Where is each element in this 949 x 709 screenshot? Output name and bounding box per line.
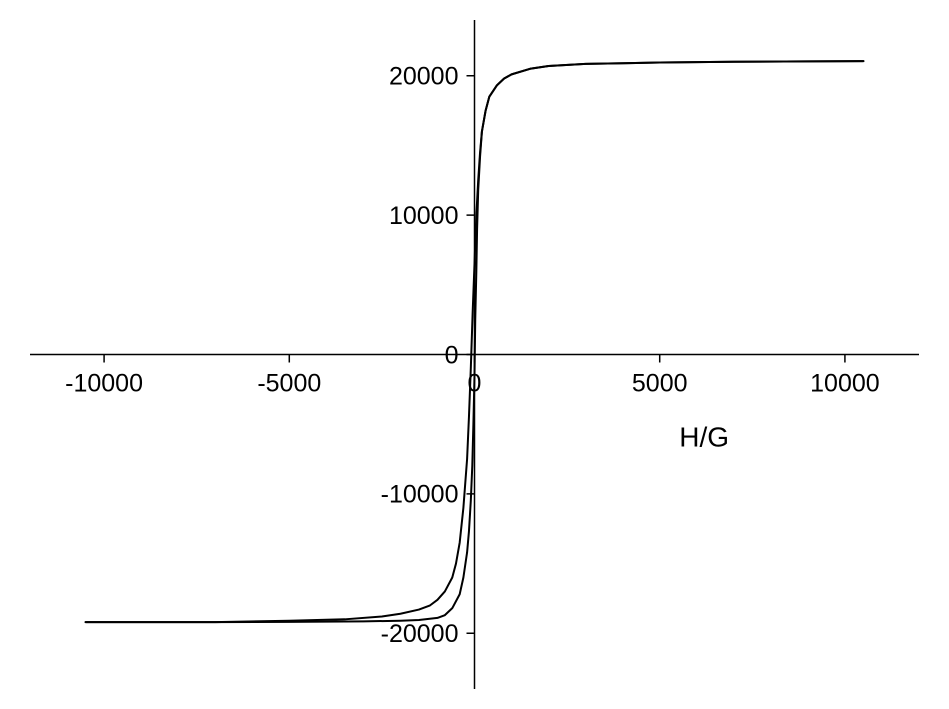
y-tick-label: 20000 xyxy=(389,63,459,91)
x-tick-label: -5000 xyxy=(257,370,321,398)
y-tick-label: -10000 xyxy=(381,481,459,509)
x-tick-label: 5000 xyxy=(632,370,688,398)
y-tick-label: 0 xyxy=(445,341,459,369)
x-axis-label: H/G xyxy=(679,422,729,453)
x-tick-label: 10000 xyxy=(810,370,880,398)
hysteresis-chart: -10000-50000500010000-20000-100000100002… xyxy=(0,0,949,709)
y-tick-label: -20000 xyxy=(381,620,459,648)
x-tick-label: -10000 xyxy=(65,370,143,398)
y-tick-label: 10000 xyxy=(389,202,459,230)
